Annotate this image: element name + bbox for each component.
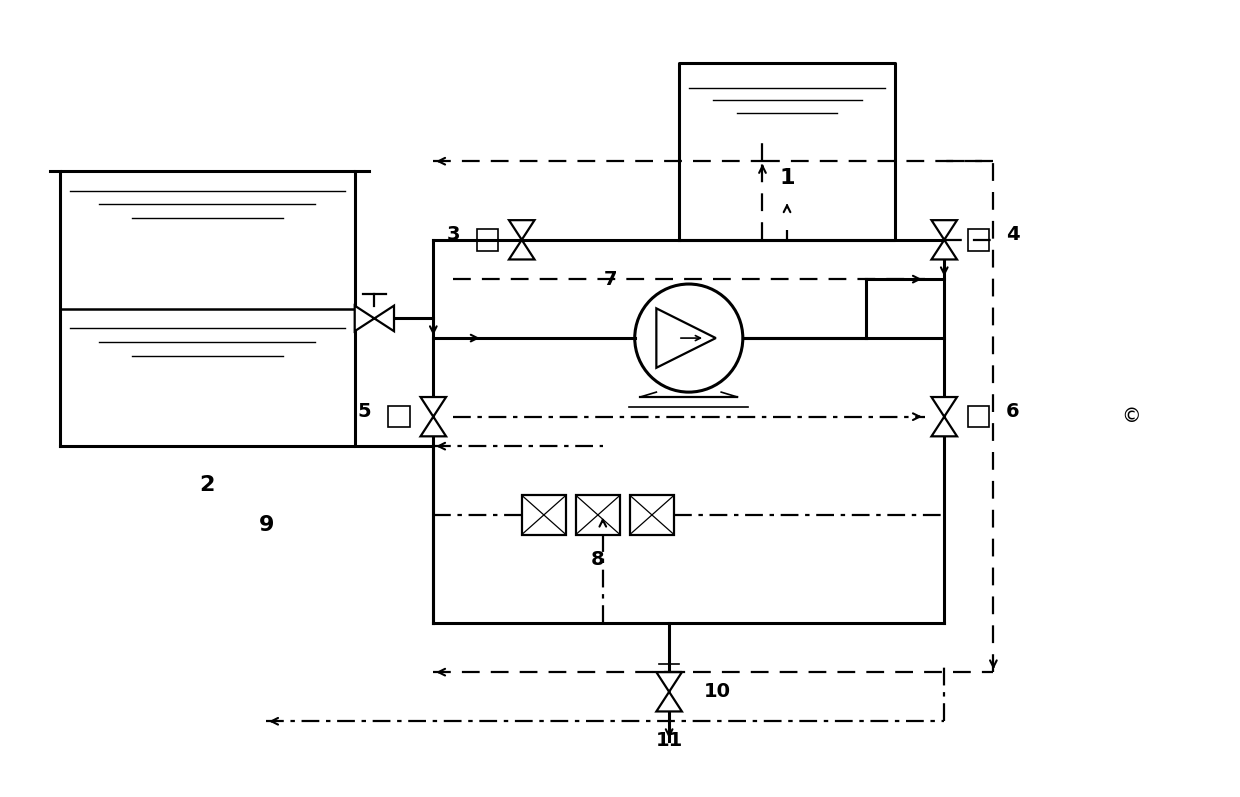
Text: 11: 11 bbox=[656, 732, 683, 751]
Text: 10: 10 bbox=[703, 682, 730, 701]
Polygon shape bbox=[630, 495, 675, 535]
Text: 2: 2 bbox=[200, 476, 215, 496]
Polygon shape bbox=[931, 397, 957, 436]
Polygon shape bbox=[575, 495, 620, 535]
Text: 5: 5 bbox=[357, 402, 371, 422]
Text: ©: © bbox=[1121, 407, 1141, 426]
Text: 9: 9 bbox=[259, 515, 274, 535]
Polygon shape bbox=[522, 495, 565, 535]
Polygon shape bbox=[931, 220, 957, 260]
Text: 3: 3 bbox=[446, 226, 460, 245]
Text: 8: 8 bbox=[591, 550, 605, 568]
Text: 7: 7 bbox=[604, 269, 618, 289]
Text: 1: 1 bbox=[779, 168, 795, 188]
Text: 6: 6 bbox=[1006, 402, 1019, 422]
Polygon shape bbox=[420, 397, 446, 436]
Polygon shape bbox=[656, 672, 682, 712]
Polygon shape bbox=[508, 220, 534, 260]
Polygon shape bbox=[355, 305, 394, 332]
Text: 4: 4 bbox=[1006, 226, 1019, 245]
